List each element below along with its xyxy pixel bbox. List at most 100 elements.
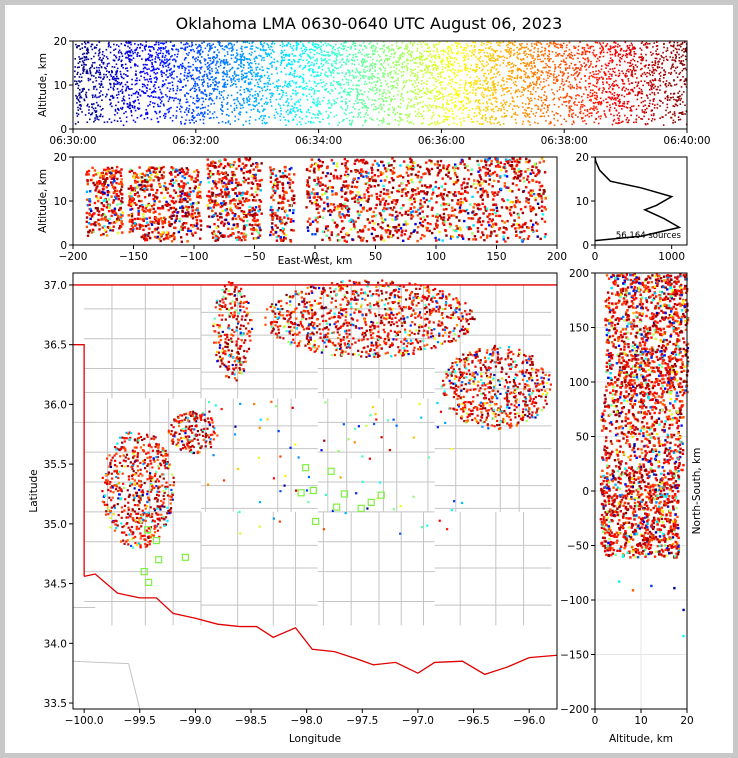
time-altitude-point — [553, 97, 556, 100]
time-altitude-point — [534, 58, 536, 60]
time-altitude-point — [527, 75, 530, 77]
time-altitude-point — [576, 70, 578, 73]
time-altitude-point — [420, 55, 422, 58]
time-altitude-point — [288, 73, 290, 76]
time-altitude-point — [678, 56, 681, 59]
time-altitude-point — [280, 60, 283, 62]
time-altitude-point — [450, 93, 452, 95]
time-altitude-point — [379, 88, 381, 91]
time-altitude-point — [261, 43, 263, 46]
time-altitude-point — [216, 54, 219, 57]
time-altitude-point — [514, 113, 517, 116]
time-altitude-point — [312, 41, 314, 44]
time-altitude-point — [651, 88, 653, 91]
time-altitude-point — [302, 79, 305, 81]
time-altitude-point — [440, 92, 442, 95]
time-altitude-point — [579, 41, 581, 44]
time-altitude-point — [159, 110, 161, 113]
time-altitude-point — [244, 46, 246, 49]
time-altitude-point — [402, 99, 405, 102]
time-altitude-point — [490, 69, 493, 72]
time-altitude-point — [624, 74, 626, 77]
time-altitude-point — [291, 67, 293, 70]
time-altitude-point — [169, 72, 171, 75]
time-altitude-point — [395, 67, 398, 70]
time-altitude-point — [240, 56, 243, 59]
time-altitude-point — [220, 45, 222, 48]
time-altitude-point — [568, 102, 570, 104]
time-altitude-point — [557, 65, 560, 68]
time-altitude-point — [473, 53, 475, 56]
time-altitude-point — [588, 75, 591, 78]
time-altitude-point — [129, 50, 131, 53]
time-altitude-point — [153, 48, 155, 51]
time-altitude-point — [397, 48, 399, 50]
time-altitude-point — [640, 80, 643, 83]
time-altitude-point — [443, 95, 445, 98]
time-altitude-point — [612, 87, 614, 90]
time-altitude-point — [585, 64, 587, 67]
time-altitude-point — [344, 45, 346, 47]
time-altitude-point — [135, 91, 137, 94]
time-altitude-point — [586, 43, 588, 46]
time-altitude-point — [260, 114, 263, 117]
time-altitude-point — [295, 81, 298, 84]
time-altitude-point — [201, 83, 204, 86]
time-altitude-point — [529, 124, 531, 126]
time-altitude-point — [216, 88, 219, 91]
time-altitude-point — [91, 64, 93, 66]
time-altitude-point — [287, 62, 290, 65]
time-altitude-point — [626, 70, 628, 72]
time-altitude-point — [505, 87, 508, 89]
time-altitude-point — [279, 107, 282, 109]
time-altitude-point — [200, 48, 202, 51]
time-altitude-point — [451, 80, 454, 83]
time-altitude-point — [218, 90, 221, 93]
time-altitude-point — [647, 82, 650, 84]
time-altitude-point — [651, 64, 653, 67]
time-altitude-point — [333, 102, 336, 105]
time-altitude-point — [577, 67, 580, 69]
time-altitude-point — [629, 109, 632, 112]
time-altitude-point — [398, 58, 401, 61]
time-altitude-point — [95, 101, 98, 104]
time-altitude-point — [443, 120, 445, 123]
time-altitude-point — [517, 67, 519, 70]
time-altitude-point — [672, 56, 674, 59]
time-altitude-point — [502, 89, 504, 92]
time-altitude-point — [139, 115, 142, 117]
time-altitude-point — [589, 91, 592, 94]
time-altitude-point — [74, 80, 76, 82]
time-altitude-point — [643, 115, 645, 118]
time-altitude-point — [99, 51, 101, 54]
time-altitude-point — [483, 79, 485, 82]
time-altitude-point — [352, 54, 354, 56]
time-altitude-point — [363, 91, 366, 93]
time-altitude-point — [673, 111, 676, 113]
time-altitude-point — [662, 77, 665, 79]
time-altitude-point — [288, 111, 291, 114]
time-altitude-point — [522, 112, 524, 114]
time-altitude-point — [216, 56, 218, 59]
time-altitude-point — [363, 71, 365, 73]
time-altitude-point — [383, 72, 386, 75]
time-altitude-point — [260, 98, 262, 101]
time-altitude-point — [681, 111, 684, 113]
time-altitude-point — [364, 61, 367, 63]
time-altitude-point — [544, 48, 547, 50]
time-altitude-point — [609, 106, 612, 109]
time-altitude-point — [91, 96, 94, 99]
time-altitude-point — [199, 66, 201, 69]
time-altitude-point — [221, 101, 223, 104]
time-altitude-point — [312, 121, 315, 124]
time-altitude-point — [391, 88, 393, 90]
time-altitude-point — [398, 46, 401, 49]
time-altitude-point — [146, 71, 148, 74]
time-altitude-point — [335, 56, 338, 58]
time-altitude-point — [221, 106, 224, 108]
time-altitude-point — [531, 42, 533, 45]
time-altitude-point — [353, 44, 356, 47]
time-altitude-point — [487, 89, 490, 92]
time-altitude-point — [244, 41, 247, 44]
time-altitude-point — [615, 122, 617, 124]
